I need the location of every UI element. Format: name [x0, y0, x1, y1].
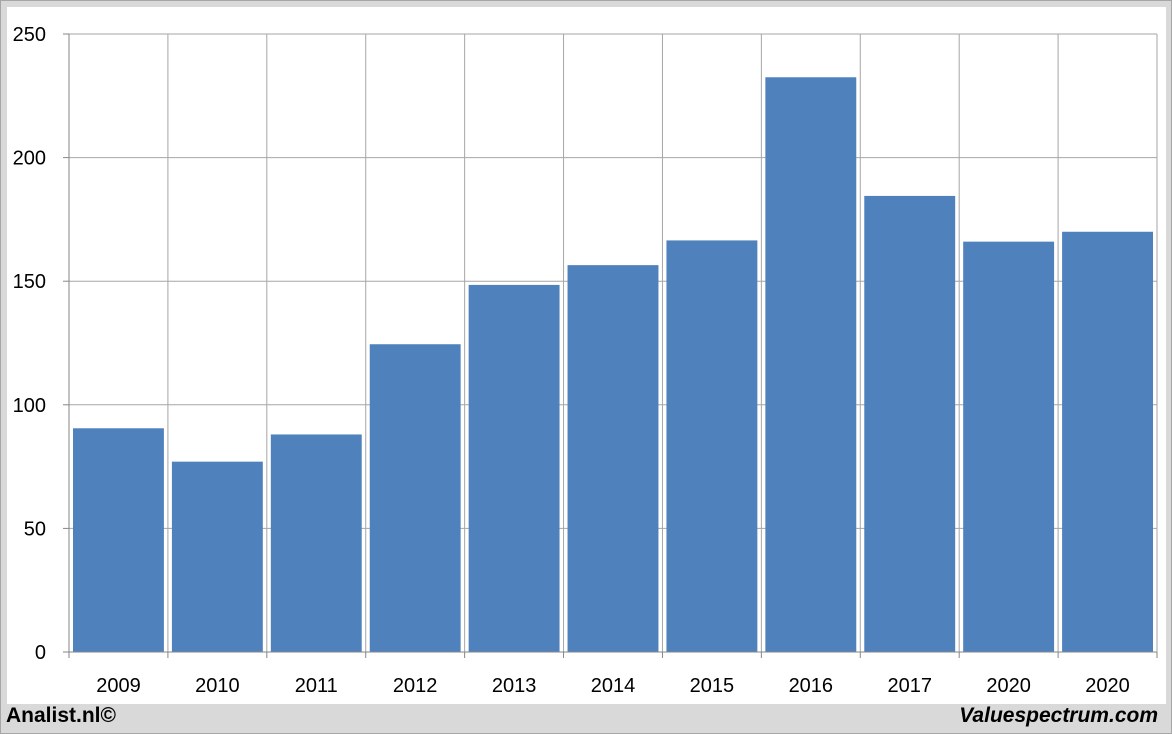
x-tick-label: 2012: [393, 675, 438, 697]
bars: [73, 77, 1153, 653]
y-tick-label: 250: [13, 24, 46, 46]
bar-2020: [1062, 231, 1153, 652]
bar-2011: [270, 434, 362, 652]
bar-2020: [963, 241, 1055, 652]
y-tick-label: 0: [35, 642, 46, 664]
x-tick-label: 2015: [690, 675, 735, 697]
bar-2017: [864, 195, 956, 652]
y-tick-label: 50: [24, 518, 46, 540]
x-tick-label: 2013: [492, 675, 537, 697]
bar-2016: [765, 77, 857, 652]
bar-2009: [73, 428, 164, 652]
y-tick-label: 150: [13, 271, 46, 293]
y-tick-label: 200: [13, 148, 46, 170]
bar-2012: [369, 344, 461, 652]
x-tick-label: 2020: [1085, 675, 1130, 697]
x-tick-label: 2014: [591, 675, 636, 697]
bar-2013: [468, 284, 560, 652]
y-tick-label: 100: [13, 395, 46, 417]
bar-2010: [171, 461, 263, 652]
x-tick-label: 2010: [195, 675, 240, 697]
bar-2015: [666, 240, 758, 653]
axes: [63, 33, 1158, 658]
bar-2014: [567, 265, 659, 652]
y-tick-labels: 0 50 100 150 200 250: [13, 24, 46, 664]
x-tick-label: 2016: [789, 675, 834, 697]
site-credit: Valuespectrum.com: [959, 704, 1158, 727]
x-tick-label: 2020: [986, 675, 1031, 697]
x-tick-labels: 2009 2010 2011 2012 2013 2014 2015 2016 2017 2020…: [96, 675, 1130, 697]
x-tick-label: 2009: [96, 675, 141, 697]
x-tick-label: 2017: [887, 675, 932, 697]
source-credit: Analist.nl©: [6, 704, 116, 727]
x-tick-label: 2011: [295, 675, 338, 697]
